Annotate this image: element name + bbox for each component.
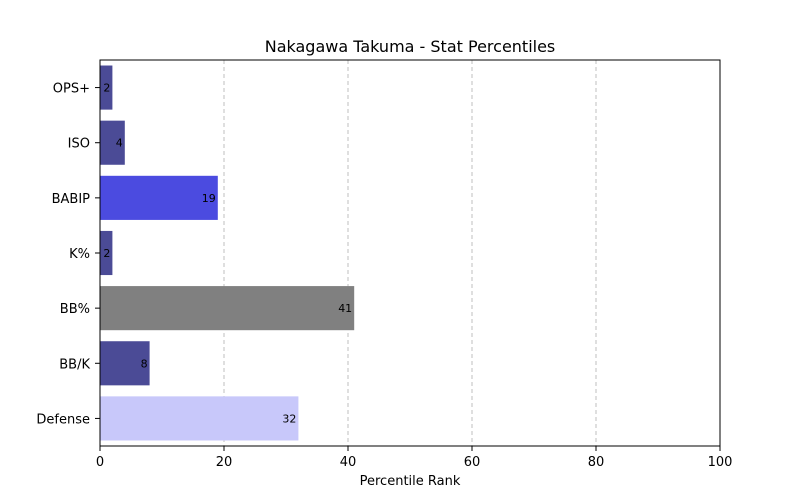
x-tick-label: 0 xyxy=(96,455,104,470)
bar-value-label: 8 xyxy=(141,357,148,370)
y-tick-label: ISO xyxy=(68,137,90,152)
bar-value-label: 32 xyxy=(282,412,296,425)
x-tick-label: 40 xyxy=(340,455,357,470)
bar-value-label: 19 xyxy=(202,192,216,205)
y-tick-label: K% xyxy=(69,247,90,262)
y-tick-label: Defense xyxy=(36,412,90,427)
bar-value-label: 4 xyxy=(116,137,123,150)
bar-iso xyxy=(100,120,125,165)
bar-defense xyxy=(100,396,299,441)
bar-ops- xyxy=(100,65,113,110)
x-tick-label: 100 xyxy=(708,455,733,470)
y-tick-label: BB% xyxy=(60,302,90,317)
chart-title: Nakagawa Takuma - Stat Percentiles xyxy=(265,37,556,56)
x-axis-label: Percentile Rank xyxy=(360,474,461,489)
bar-value-label: 2 xyxy=(103,82,110,95)
y-tick-label: BB/K xyxy=(59,357,90,372)
bar-babip xyxy=(100,175,218,220)
y-tick-label: BABIP xyxy=(52,192,91,207)
bar-k- xyxy=(100,230,113,276)
x-tick-label: 80 xyxy=(588,455,605,470)
x-tick-label: 20 xyxy=(216,455,233,470)
y-tick-label: OPS+ xyxy=(53,82,90,97)
plot-frame xyxy=(99,59,721,447)
bar-value-label: 41 xyxy=(338,302,352,315)
bar-bb- xyxy=(100,286,355,331)
bar-value-label: 2 xyxy=(103,247,110,260)
x-tick-label: 60 xyxy=(464,455,481,470)
bar-bb-k xyxy=(100,341,150,386)
